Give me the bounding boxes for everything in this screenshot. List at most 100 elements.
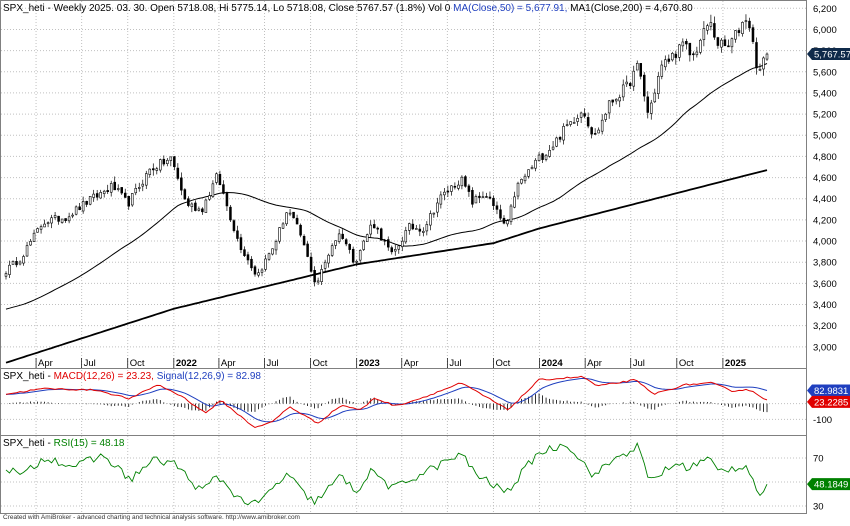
price-title-ma200: MA1(Close,200) = 4,670.80 (570, 3, 693, 14)
candle-body (621, 84, 625, 98)
candle-body (183, 189, 187, 200)
candle-body (474, 196, 478, 204)
price-y-tick-label: 3,000 (813, 342, 837, 353)
candle-body (292, 211, 295, 219)
rsi-line (5, 441, 768, 506)
price-title-symbol: SPX_heti (3, 3, 45, 14)
candle-body (555, 137, 558, 147)
candle-body (523, 175, 527, 182)
candle-body (699, 39, 702, 53)
price-title: SPX_heti - Weekly 2025. 03. 30. Open 571… (3, 3, 693, 14)
candle-body (211, 183, 215, 197)
x-tick-label: Oct (313, 358, 328, 369)
candle-body (450, 185, 453, 192)
candle-body (134, 188, 138, 194)
candle-body (558, 136, 562, 140)
candle-body (50, 217, 53, 224)
candle-body (709, 22, 713, 27)
candle-body (527, 169, 530, 177)
signal-tag-text: 82.9831 (814, 386, 848, 397)
candle-body (141, 183, 145, 187)
candle-body (443, 191, 446, 196)
price-y-tick-label: 3,400 (813, 300, 837, 311)
candle-body (327, 254, 330, 264)
candle-body (138, 187, 141, 189)
candle-body (316, 280, 320, 283)
candle-body (376, 227, 379, 230)
candle-body (123, 192, 127, 198)
candle-body (60, 218, 64, 223)
candle-body (383, 239, 387, 242)
candle-body (439, 194, 443, 205)
candle-body (572, 122, 576, 124)
candle-body (302, 236, 306, 246)
price-y-tick-label: 4,400 (813, 194, 837, 205)
macd-title-dash: - (45, 371, 54, 382)
candle-body (755, 42, 758, 69)
candle-body (116, 188, 120, 190)
candle-body (541, 153, 544, 160)
rsi-title-rsi: RSI(15) = 48.18 (54, 438, 125, 449)
candle-body (25, 245, 29, 257)
candle-body (502, 217, 506, 224)
candle-body (358, 250, 362, 261)
candle-body (548, 149, 551, 157)
candle-body (67, 216, 71, 222)
candle-body (166, 159, 169, 165)
x-tick-label: 2023 (359, 358, 380, 369)
candle-body (180, 177, 183, 191)
candle-body (583, 113, 586, 117)
x-tick-label: Jul (633, 358, 645, 369)
candle-body (667, 58, 671, 62)
footer-credit: Created with AmiBroker - advanced charti… (3, 514, 300, 521)
candle-body (330, 245, 334, 256)
candle-body (372, 224, 376, 229)
candle-body (632, 70, 635, 87)
candle-body (201, 208, 204, 213)
x-tick-label: Apr (221, 358, 236, 369)
rsi-title: SPX_heti - RSI(15) = 48.18 (3, 438, 125, 449)
candle-body (464, 176, 467, 187)
candle-body (453, 185, 457, 188)
candle-body (194, 202, 197, 211)
rsi-y-tick-label: 70 (813, 454, 824, 465)
rsi-title-symbol: SPX_heti (3, 438, 45, 449)
candle-body (485, 196, 488, 198)
candle-body (285, 212, 288, 225)
candle-body (509, 205, 513, 223)
candle-body (92, 193, 95, 198)
candle-body (408, 223, 411, 231)
candle-body (534, 159, 537, 169)
candle-body (590, 127, 593, 135)
rsi-tag: 48.1849 (807, 478, 850, 491)
candle-body (271, 248, 274, 255)
macd-title-symbol: SPX_heti (3, 371, 45, 382)
macd-tag-bg (807, 395, 850, 408)
candle-body (758, 68, 762, 71)
price-y-tick-label: 4,800 (813, 152, 837, 163)
candle-body (243, 249, 246, 256)
price-tag-bg (807, 48, 850, 61)
candle-body (71, 214, 74, 217)
candle-body (344, 239, 348, 245)
candle-body (239, 237, 243, 251)
candle-body (660, 64, 664, 77)
candle-body (36, 228, 39, 233)
candle-body (569, 121, 572, 125)
candle-body (267, 253, 271, 260)
candle-body (457, 184, 460, 189)
candle-body (492, 197, 495, 206)
x-tick-label: 2022 (176, 358, 197, 369)
candle-body (204, 199, 208, 213)
candle-body (99, 192, 102, 199)
candle-body (415, 228, 418, 230)
x-tick-label: Apr (404, 358, 419, 369)
x-tick-label: Oct (495, 358, 510, 369)
candle-body (95, 193, 99, 198)
candle-body (11, 261, 15, 265)
candle-body (611, 99, 614, 103)
candle-body (22, 256, 25, 264)
